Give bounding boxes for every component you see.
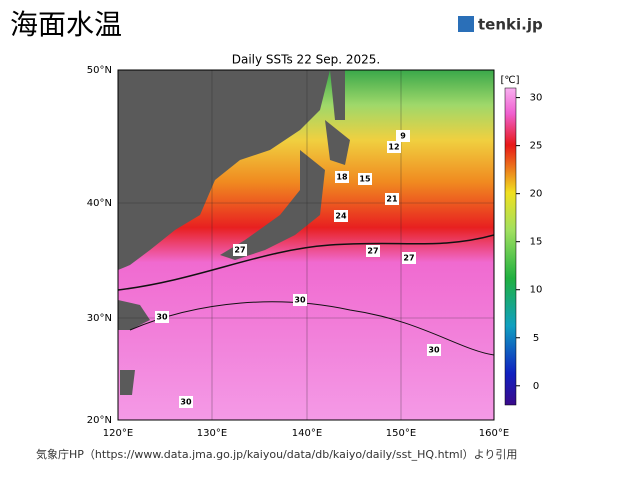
lat-label: 30°N xyxy=(87,313,112,324)
colorbar-tick-label: 5 xyxy=(533,333,539,344)
contour-label-box xyxy=(366,245,380,257)
contour-label: 15 xyxy=(359,175,371,184)
contour-label-box xyxy=(396,130,410,142)
contour-label-box xyxy=(293,294,307,306)
contour-label: 30 xyxy=(156,313,168,322)
colorbar-tick-label: 0 xyxy=(533,381,539,392)
contour-label-box xyxy=(358,173,372,185)
colorbar-tick-label: 15 xyxy=(530,237,543,248)
source-note: 気象庁HP（https://www.data.jma.go.jp/kaiyou/… xyxy=(36,447,517,461)
lat-label: 20°N xyxy=(87,415,112,426)
colorbar-tick-label: 20 xyxy=(530,189,543,200)
colorbar-unit: [℃] xyxy=(500,75,519,86)
contour-label: 12 xyxy=(388,143,399,152)
contour-label: 30 xyxy=(180,398,192,407)
lon-label: 130°E xyxy=(197,428,227,439)
contour-label-box xyxy=(387,141,401,153)
logo: tenki.jp xyxy=(478,16,543,34)
lon-label: 120°E xyxy=(103,428,133,439)
contour-label-box xyxy=(385,193,399,205)
contour-label-box xyxy=(155,311,169,323)
contour-label-box xyxy=(335,171,349,183)
contour-label: 30 xyxy=(428,346,440,355)
colorbar-tick-label: 10 xyxy=(530,285,543,296)
contour-label-box xyxy=(334,210,348,222)
contour-label: 30 xyxy=(294,296,306,305)
contour-label-box xyxy=(179,396,193,408)
lat-label: 40°N xyxy=(87,198,112,209)
map xyxy=(118,70,494,420)
lon-label: 140°E xyxy=(292,428,322,439)
lat-label: 50°N xyxy=(87,65,112,76)
colorbar xyxy=(504,87,517,406)
contour-label: 18 xyxy=(336,173,348,182)
contour-label-box xyxy=(427,344,441,356)
contour-label: 27 xyxy=(234,246,245,255)
contour-label: 27 xyxy=(367,247,378,256)
map-frame xyxy=(117,69,495,421)
page-title: 海面水温 xyxy=(10,8,122,41)
contour-label: 27 xyxy=(403,254,414,263)
lon-label: 150°E xyxy=(386,428,416,439)
map-title: Daily SSTs 22 Sep. 2025. xyxy=(232,53,381,67)
lon-label: 160°E xyxy=(479,428,509,439)
contour-label: 9 xyxy=(400,132,406,141)
contour-label: 21 xyxy=(386,195,398,204)
contour-label-box xyxy=(233,244,247,256)
colorbar-tick-label: 25 xyxy=(530,141,543,152)
colorbar-tick-label: 30 xyxy=(530,93,543,104)
contour-label: 24 xyxy=(335,212,347,221)
contour-label-box xyxy=(402,252,416,264)
logo-icon xyxy=(458,16,474,32)
